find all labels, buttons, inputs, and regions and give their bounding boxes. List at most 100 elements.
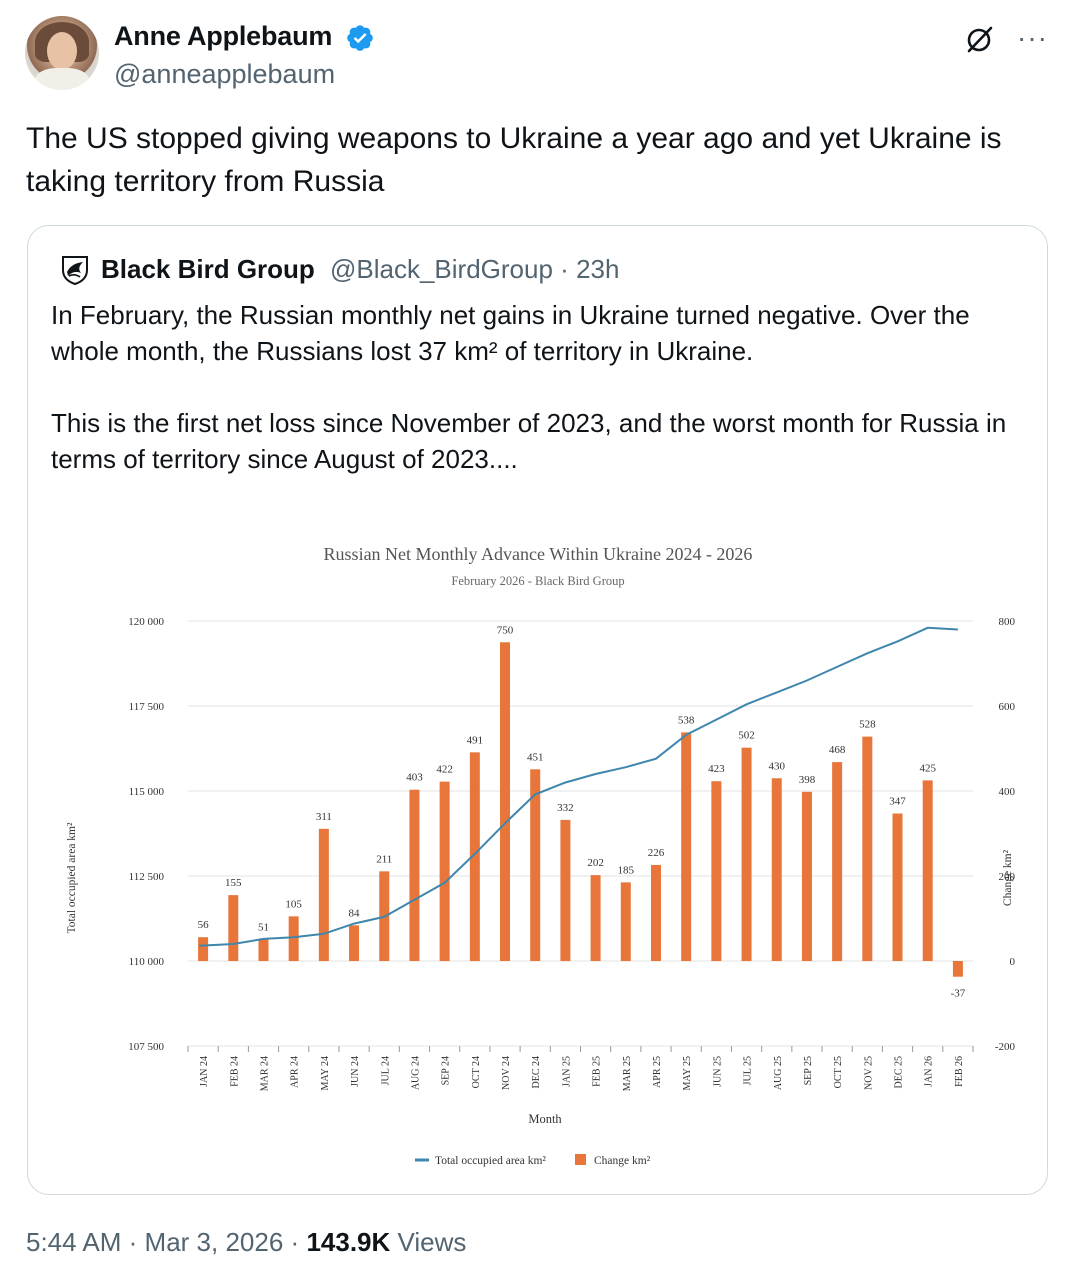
bar-data-label: 202: [587, 857, 604, 869]
quote-paragraph-2: This is the first net loss since Novembe…: [51, 408, 1007, 474]
bar-data-label: 430: [769, 760, 786, 772]
y-tick-label: 112 500: [129, 871, 165, 883]
x-tick-label: OCT 24: [471, 1056, 482, 1088]
x-tick-label: FEB 26: [954, 1056, 965, 1087]
quote-author-name[interactable]: Black Bird Group: [101, 254, 315, 284]
legend-bar-icon: [575, 1154, 586, 1165]
chart-svg: Russian Net Monthly Advance Within Ukrai…: [66, 544, 1016, 1167]
bar-data-label: 211: [376, 853, 392, 865]
chart-bar: [681, 732, 692, 961]
y2-tick-label: 200: [999, 871, 1016, 883]
chart-bar: [952, 961, 963, 977]
y-tick-label: 115 000: [129, 786, 165, 798]
y2-tick-label: -200: [995, 1041, 1016, 1053]
avatar[interactable]: [25, 16, 99, 90]
chart-bar: [711, 781, 722, 961]
y-tick-label: 117 500: [129, 701, 165, 713]
tweet-header: Anne Applebaum @anneapplebaum ···: [25, 16, 1055, 96]
x-tick-label: APR 25: [652, 1056, 663, 1088]
bar-data-label: 423: [708, 763, 725, 775]
author-handle[interactable]: @anneapplebaum: [114, 59, 336, 89]
bar-data-label: 185: [618, 864, 635, 876]
quote-text: In February, the Russian monthly net gai…: [51, 297, 1011, 477]
chart[interactable]: Russian Net Monthly Advance Within Ukrai…: [58, 526, 1018, 1181]
bar-data-label: 538: [678, 714, 695, 726]
chart-bar: [500, 642, 511, 961]
x-tick-label: JUL 25: [743, 1056, 754, 1085]
y-tick-label: 110 000: [129, 956, 165, 968]
x-tick-label: NOV 24: [501, 1056, 512, 1090]
y-tick-label: 107 500: [128, 1041, 164, 1053]
bar-data-label: 468: [829, 744, 846, 756]
bar-data-label: 332: [557, 802, 574, 814]
bar-data-label: 105: [285, 898, 302, 910]
x-tick-label: AUG 25: [773, 1056, 784, 1090]
x-tick-label: MAR 24: [259, 1056, 270, 1091]
chart-bar: [530, 769, 541, 961]
chart-bar: [892, 813, 903, 961]
tweet-date[interactable]: Mar 3, 2026: [144, 1227, 284, 1257]
bar-data-label: 502: [738, 730, 755, 742]
bar-data-label: 451: [527, 751, 544, 763]
more-options-icon[interactable]: ···: [1017, 22, 1048, 53]
x-tick-label: MAY 24: [320, 1056, 331, 1091]
chart-bar: [741, 747, 752, 961]
chart-line-series: [199, 626, 958, 947]
chart-bar: [258, 939, 269, 961]
bar-data-label: 403: [406, 772, 423, 784]
bar-data-label: 422: [436, 764, 453, 776]
quote-paragraph-1: In February, the Russian monthly net gai…: [51, 300, 970, 366]
chart-bar: [862, 736, 873, 961]
author-name[interactable]: Anne Applebaum: [114, 21, 333, 51]
y2-tick-label: 400: [999, 786, 1016, 798]
bar-data-label: -37: [951, 988, 966, 1000]
bar-data-label: 84: [349, 907, 361, 919]
x-tick-label: JAN 24: [199, 1056, 210, 1087]
quote-age[interactable]: 23h: [576, 254, 620, 284]
x-tick-label: MAR 25: [622, 1056, 633, 1091]
bar-data-label: 491: [467, 734, 484, 746]
footer-separator: ·: [128, 1227, 138, 1257]
x-tick-label: SEP 25: [803, 1056, 814, 1085]
x-tick-label: FEB 25: [592, 1056, 603, 1087]
black-bird-logo-icon[interactable]: [59, 254, 91, 286]
avatar-face: [47, 32, 77, 70]
chart-bar: [801, 791, 812, 961]
quote-author-handle[interactable]: @Black_BirdGroup: [330, 254, 553, 284]
chart-title: Russian Net Monthly Advance Within Ukrai…: [324, 544, 753, 564]
grok-icon[interactable]: [964, 23, 996, 55]
bar-data-label: 155: [225, 877, 242, 889]
bar-data-label: 398: [799, 774, 816, 786]
bar-data-label: 56: [198, 919, 210, 931]
verified-badge-icon: [347, 25, 373, 51]
avatar-body: [35, 68, 89, 90]
x-tick-label: JUN 25: [712, 1056, 723, 1087]
y2-tick-label: 800: [999, 616, 1016, 628]
x-tick-label: JUN 24: [350, 1056, 361, 1087]
footer-separator: ·: [290, 1227, 300, 1257]
chart-bar: [198, 937, 209, 961]
chart-bar: [228, 895, 239, 961]
chart-bar: [620, 882, 631, 961]
x-tick-label: DEC 25: [894, 1056, 905, 1089]
y2-tick-label: 0: [1010, 956, 1016, 968]
x-tick-label: FEB 24: [229, 1056, 240, 1087]
bar-data-label: 311: [316, 811, 332, 823]
quoted-tweet[interactable]: Black Bird Group @Black_BirdGroup · 23h …: [27, 225, 1048, 1195]
tweet-time[interactable]: 5:44 AM: [26, 1227, 122, 1257]
quote-meta: @Black_BirdGroup · 23h: [330, 254, 619, 285]
chart-y2label: Change km²: [1002, 849, 1014, 906]
x-tick-label: AUG 24: [410, 1056, 421, 1090]
chart-bar: [288, 916, 299, 961]
x-tick-label: JUL 24: [380, 1056, 391, 1085]
x-tick-label: NOV 25: [863, 1056, 874, 1090]
y-tick-label: 120 000: [128, 616, 164, 628]
chart-bar: [439, 781, 450, 961]
y2-tick-label: 600: [999, 701, 1016, 713]
x-tick-label: OCT 25: [833, 1056, 844, 1088]
views-count[interactable]: 143.9K: [306, 1227, 391, 1257]
tweet-footer: 5:44 AM · Mar 3, 2026 · 143.9K Views: [26, 1227, 466, 1258]
chart-xlabel: Month: [528, 1112, 562, 1126]
tweet-text: The US stopped giving weapons to Ukraine…: [26, 122, 1002, 198]
x-tick-label: MAY 25: [682, 1056, 693, 1091]
